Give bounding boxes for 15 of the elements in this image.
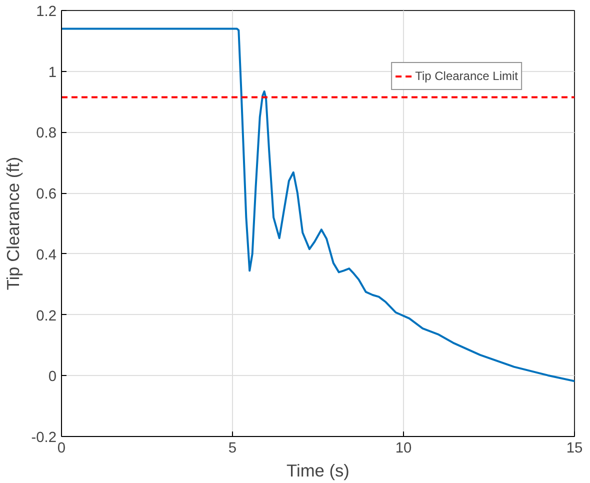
y-tick-label: 0 — [48, 369, 57, 386]
y-tick-label: 0.4 — [36, 247, 56, 264]
y-tick-label: 1 — [48, 64, 57, 81]
y-tick-label: 0.2 — [36, 308, 56, 324]
line-series — [62, 28, 574, 382]
y-tick-label: 0.8 — [36, 126, 56, 142]
y-axis-title: Tip Clearance (ft) — [3, 156, 24, 290]
x-axis-title: Time (s) — [286, 460, 350, 480]
y-tick-label: -0.2 — [31, 430, 57, 446]
legend-label: Tip Clearance Limit — [415, 69, 518, 83]
x-tick-label: 5 — [228, 440, 237, 456]
y-tick-label: 0.6 — [36, 186, 56, 203]
y-tick-label: 1.2 — [36, 4, 56, 20]
x-tick-label: 10 — [395, 440, 412, 456]
x-tick-label: 15 — [566, 440, 583, 456]
